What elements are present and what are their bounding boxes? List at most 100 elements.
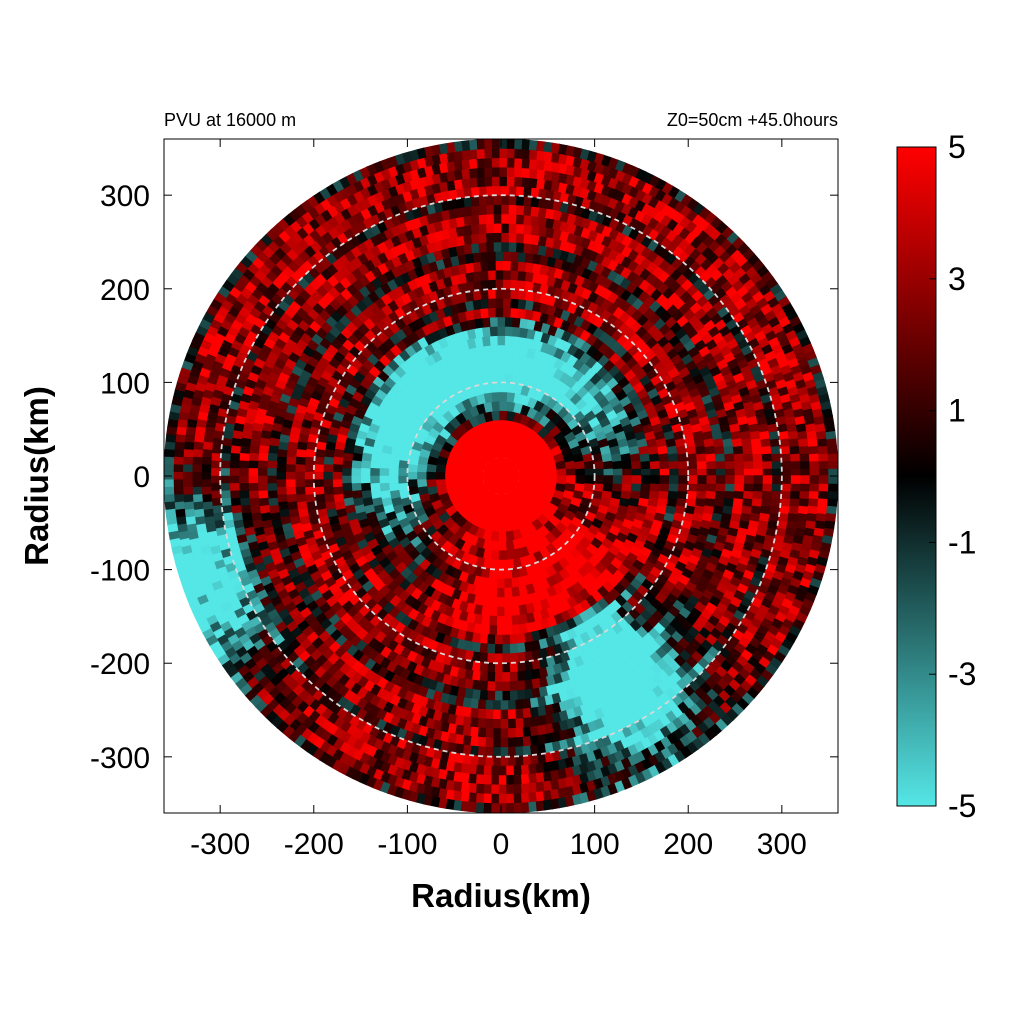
heatmap-field: [164, 139, 838, 813]
field-cell: [762, 475, 773, 484]
field-cell: [828, 467, 838, 477]
field-cell: [514, 232, 525, 244]
field-cell: [485, 737, 495, 748]
field-cell: [502, 653, 512, 664]
field-cell: [219, 483, 231, 493]
field-cell: [640, 467, 652, 477]
field-cell: [513, 167, 523, 178]
field-cell: [219, 460, 231, 470]
field-cell: [507, 204, 517, 215]
field-cell: [513, 157, 523, 169]
field-cell: [508, 756, 517, 767]
field-cell: [493, 756, 502, 767]
field-cell: [509, 251, 519, 262]
field-cell: [505, 391, 516, 403]
field-cell: [505, 176, 515, 187]
field-cell: [192, 449, 203, 459]
field-cell: [513, 793, 523, 804]
field-cell: [781, 482, 792, 492]
field-cell: [350, 467, 362, 477]
field-cell: [173, 449, 185, 459]
field-cell: [508, 737, 518, 748]
field-cell: [494, 662, 504, 673]
field-cell: [809, 475, 820, 484]
field-cell: [502, 279, 511, 290]
field-cell: [491, 775, 500, 786]
field-cell: [379, 460, 390, 470]
field-cell: [505, 148, 515, 159]
field-cell: [502, 681, 512, 692]
field-cell: [257, 452, 269, 463]
field-cell: [498, 148, 508, 159]
field-cell: [715, 475, 727, 484]
field-cell: [498, 166, 508, 177]
field-cell: [490, 521, 501, 533]
field-cell: [668, 467, 680, 477]
field-cell: [360, 467, 371, 477]
field-cell: [257, 460, 268, 470]
field-cell: [294, 471, 305, 481]
field-cell: [332, 464, 343, 474]
field-cell: [496, 578, 506, 589]
field-cell: [266, 475, 277, 485]
field-cell: [503, 335, 513, 346]
field-cell: [477, 746, 488, 757]
field-cell: [248, 483, 259, 493]
field-cell: [210, 460, 221, 470]
field-cell: [479, 671, 490, 682]
field-cell: [369, 475, 380, 485]
field-cell: [771, 482, 783, 492]
field-cell: [492, 185, 502, 196]
field-cell: [494, 288, 504, 299]
field-cell: [696, 489, 707, 500]
field-cell: [498, 765, 508, 776]
field-cell: [229, 452, 241, 463]
field-cell: [506, 774, 516, 786]
field-cell: [714, 489, 726, 500]
field-cell: [496, 325, 506, 336]
field-cell: [182, 464, 193, 474]
field-cell: [556, 475, 567, 485]
field-cell: [500, 737, 510, 748]
field-cell: [498, 793, 508, 804]
field-cell: [790, 482, 801, 492]
field-cell: [173, 471, 183, 481]
field-cell: [508, 727, 518, 739]
field-cell: [514, 242, 525, 253]
field-cell: [502, 307, 512, 318]
field-cell: [487, 662, 497, 673]
field-cell: [191, 471, 202, 481]
field-cell: [483, 148, 493, 159]
field-cell: [752, 482, 764, 492]
field-cell: [164, 456, 175, 466]
field-cell: [493, 718, 502, 730]
field-cell: [506, 793, 516, 804]
field-cell: [219, 475, 230, 485]
field-cell: [490, 176, 500, 187]
field-cell: [173, 464, 184, 474]
field-cell: [761, 489, 773, 500]
field-cell: [485, 746, 495, 758]
field-cell: [498, 428, 508, 440]
field-cell: [789, 489, 801, 500]
field-cell: [483, 139, 493, 150]
field-cell: [790, 475, 801, 484]
field-cell: [257, 468, 268, 477]
field-cell: [743, 467, 755, 477]
field-cell: [508, 718, 518, 729]
field-cell: [492, 213, 502, 224]
field-cell: [182, 456, 193, 466]
field-cell: [210, 475, 221, 485]
field-cell: [486, 269, 496, 281]
field-cell: [798, 497, 810, 507]
field-cell: [267, 452, 278, 463]
field-cell: [818, 489, 829, 500]
field-cell: [715, 482, 726, 492]
field-cell: [475, 774, 486, 785]
field-cell: [659, 467, 670, 477]
field-cell: [496, 316, 506, 327]
field-cell: [484, 232, 494, 243]
field-cell: [818, 460, 829, 469]
field-cell: [485, 185, 494, 196]
field-cell: [489, 625, 499, 636]
